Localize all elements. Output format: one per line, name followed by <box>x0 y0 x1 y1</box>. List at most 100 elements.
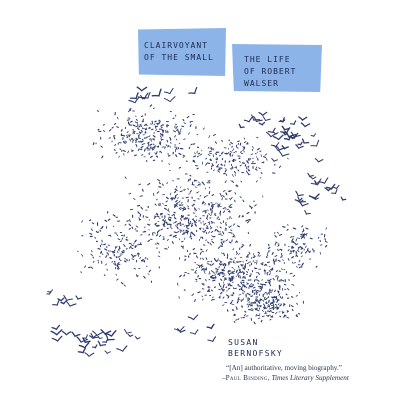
bird-speck <box>227 272 230 275</box>
bird-speck <box>239 196 242 199</box>
bird-speck <box>191 293 195 297</box>
bird-speck <box>159 135 162 138</box>
bird-speck <box>325 227 328 230</box>
bird-speck <box>96 110 99 112</box>
bird-speck <box>174 188 178 192</box>
bird-speck <box>257 317 261 319</box>
bird-speck <box>131 254 133 257</box>
bird-speck <box>246 211 250 215</box>
bird-speck <box>293 242 297 245</box>
bird-speck <box>194 152 196 155</box>
bird-icon <box>313 196 319 201</box>
bird-speck <box>238 161 241 163</box>
bird-speck <box>303 233 306 237</box>
bird-speck <box>166 221 168 224</box>
bird-icon <box>78 342 90 349</box>
bird-speck <box>175 224 177 228</box>
bird-speck <box>108 128 112 132</box>
bird-speck <box>246 283 249 285</box>
bird-speck <box>133 242 135 245</box>
bird-speck <box>248 285 252 288</box>
bird-speck <box>239 277 242 279</box>
bird-speck <box>228 241 232 244</box>
bird-speck <box>197 264 201 267</box>
bird-speck <box>241 289 244 292</box>
bird-speck <box>115 152 118 154</box>
bird-speck <box>141 115 144 118</box>
bird-speck <box>177 130 180 134</box>
bird-speck <box>121 134 126 137</box>
bird-speck <box>199 251 202 255</box>
bird-speck <box>219 154 221 157</box>
bird-speck <box>253 321 256 325</box>
bird-icon <box>136 86 148 92</box>
bird-speck <box>289 272 293 275</box>
bird-speck <box>243 313 246 317</box>
bird-speck <box>222 304 225 306</box>
bird-speck <box>247 172 250 175</box>
bird-speck <box>152 148 155 150</box>
bird-icon <box>65 300 77 307</box>
bird-speck <box>147 145 150 147</box>
bird-speck <box>135 225 139 228</box>
bird-speck <box>180 214 183 218</box>
bird-speck <box>193 203 196 206</box>
bird-icon <box>129 92 139 100</box>
bird-speck <box>291 256 294 259</box>
bird-speck <box>220 163 224 166</box>
bird-speck <box>162 223 166 226</box>
bird-icon <box>262 116 271 122</box>
bird-icon <box>310 139 320 147</box>
bird-speck <box>116 116 119 120</box>
bird-speck <box>117 266 120 270</box>
bird-speck <box>140 129 143 133</box>
bird-speck <box>228 160 231 163</box>
bird-speck <box>298 259 301 263</box>
bird-speck <box>197 152 201 155</box>
bird-speck <box>230 217 233 219</box>
bird-speck <box>196 267 198 269</box>
bird-speck <box>266 158 268 161</box>
bird-speck <box>128 134 131 138</box>
bird-speck <box>272 307 275 309</box>
bird-speck <box>187 205 189 208</box>
bird-speck <box>209 159 212 162</box>
bird-speck <box>210 289 213 292</box>
bird-speck <box>224 180 227 184</box>
bird-speck <box>189 178 191 181</box>
bird-speck <box>176 202 179 205</box>
bird-speck <box>212 277 216 280</box>
bird-speck <box>255 261 258 265</box>
bird-speck <box>224 152 228 155</box>
bird-speck <box>182 155 185 158</box>
bird-speck <box>209 208 212 211</box>
bird-speck <box>166 239 169 241</box>
bird-speck <box>232 223 236 226</box>
bird-speck <box>139 256 141 260</box>
bird-speck <box>248 304 251 306</box>
bird-icon <box>76 336 89 343</box>
bird-speck <box>169 234 172 237</box>
bird-speck <box>166 182 168 184</box>
bird-speck <box>219 263 221 266</box>
bird-speck <box>113 225 115 228</box>
bird-speck <box>246 270 248 273</box>
bird-speck <box>227 151 230 155</box>
bird-speck <box>173 130 177 133</box>
bird-speck <box>250 304 253 307</box>
bird-speck <box>178 238 181 241</box>
bird-speck <box>259 298 263 301</box>
subtitle-line-3: WALSER <box>244 79 279 88</box>
bird-speck <box>149 138 151 140</box>
bird-speck <box>172 179 174 182</box>
bird-speck <box>301 225 304 228</box>
bird-icon <box>304 209 311 215</box>
bird-speck <box>182 208 186 211</box>
bird-speck <box>134 228 137 230</box>
bird-speck <box>211 210 213 214</box>
bird-speck <box>218 233 222 235</box>
bird-icon <box>314 180 320 185</box>
bird-speck <box>160 212 164 215</box>
bird-icon <box>116 345 128 352</box>
bird-speck <box>214 141 217 144</box>
